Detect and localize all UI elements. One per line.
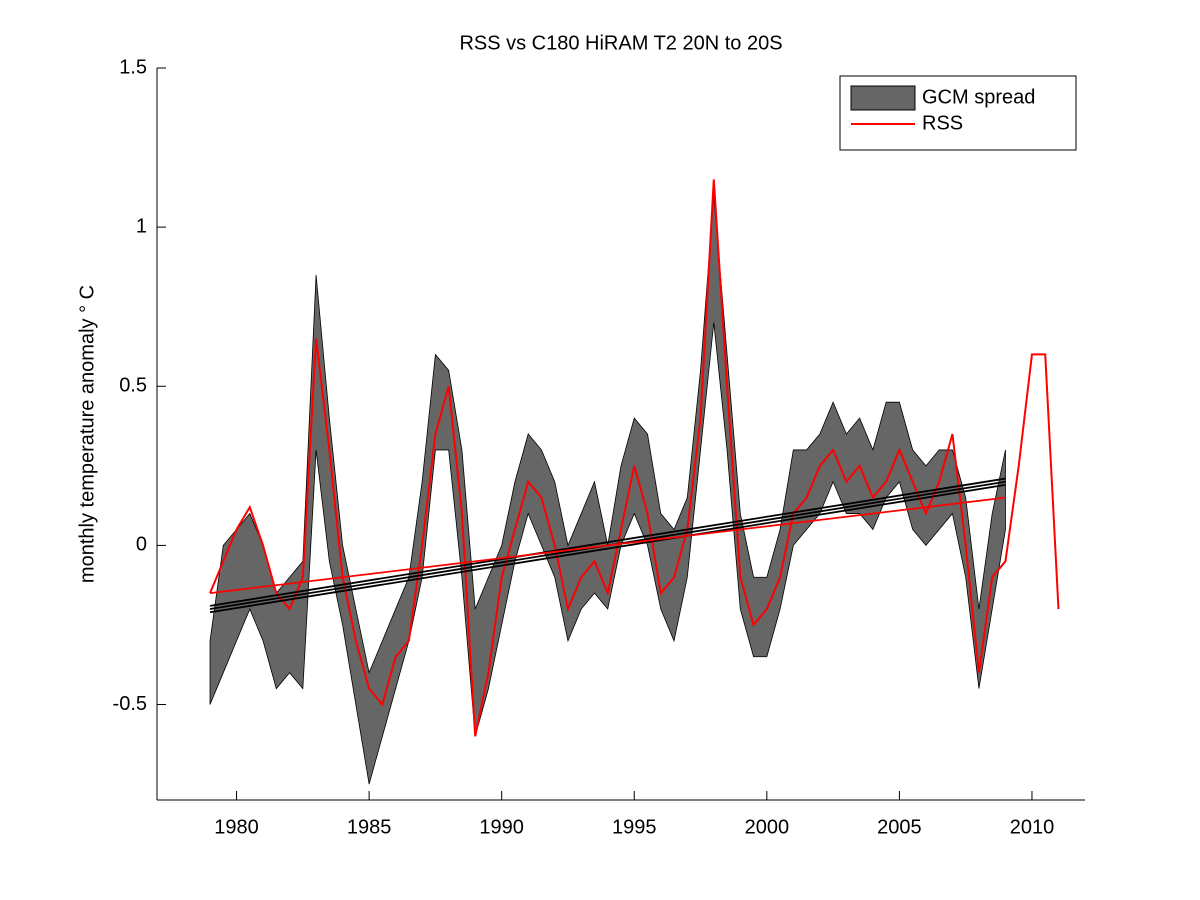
y-tick-label: 0 [136,534,147,556]
legend-label: GCM spread [922,86,1035,108]
y-tick-label: 1 [136,215,147,237]
x-tick-label: 1995 [612,816,657,838]
x-tick-label: 2000 [745,816,790,838]
y-tick-label: -0.5 [113,693,147,715]
trend-line [209,477,1006,607]
x-tick-label: 1980 [214,816,259,838]
x-tick-label: 2005 [877,816,922,838]
y-axis-label: monthly temperature anomaly ° C [76,285,98,583]
x-tick-label: 1985 [347,816,392,838]
y-tick-label: 0.5 [119,375,147,397]
x-tick-label: 2010 [1010,816,1055,838]
legend-swatch [850,85,916,111]
trend-line [209,484,1006,614]
y-tick-label: 1.5 [119,56,147,78]
x-tick-label: 1990 [479,816,524,838]
legend-label: RSS [922,112,963,134]
trend-line [209,496,1006,595]
chart-title: RSS vs C180 HiRAM T2 20N to 20S [459,32,782,54]
